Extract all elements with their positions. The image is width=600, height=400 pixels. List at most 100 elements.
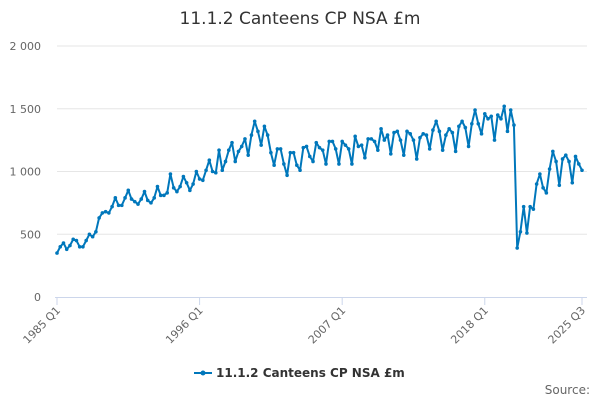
data-point[interactable] bbox=[580, 168, 584, 173]
data-point[interactable] bbox=[473, 108, 477, 112]
data-point[interactable] bbox=[175, 189, 179, 194]
data-point[interactable] bbox=[424, 133, 429, 137]
data-point[interactable] bbox=[505, 129, 510, 134]
data-point[interactable] bbox=[178, 184, 182, 189]
data-point[interactable] bbox=[518, 229, 523, 234]
data-point[interactable] bbox=[499, 116, 503, 121]
data-point[interactable] bbox=[64, 247, 69, 252]
data-point[interactable] bbox=[379, 127, 383, 131]
data-point[interactable] bbox=[74, 238, 79, 243]
data-point[interactable] bbox=[521, 204, 526, 209]
data-point[interactable] bbox=[265, 133, 270, 137]
data-point[interactable] bbox=[61, 241, 66, 245]
data-point[interactable] bbox=[544, 191, 549, 195]
data-point[interactable] bbox=[84, 238, 88, 243]
data-point[interactable] bbox=[123, 196, 127, 200]
data-point[interactable] bbox=[372, 139, 377, 144]
data-point[interactable] bbox=[269, 150, 273, 155]
data-point[interactable] bbox=[486, 116, 490, 121]
data-point[interactable] bbox=[236, 149, 241, 154]
data-point[interactable] bbox=[256, 129, 260, 134]
data-point[interactable] bbox=[531, 207, 536, 211]
data-point[interactable] bbox=[350, 162, 354, 166]
data-point[interactable] bbox=[388, 152, 393, 156]
data-point[interactable] bbox=[295, 163, 299, 168]
data-point[interactable] bbox=[204, 168, 208, 173]
data-point[interactable] bbox=[320, 148, 325, 152]
data-point[interactable] bbox=[230, 140, 234, 145]
data-point[interactable] bbox=[573, 154, 578, 159]
data-point[interactable] bbox=[401, 153, 406, 157]
data-point[interactable] bbox=[184, 180, 189, 185]
data-point[interactable] bbox=[385, 133, 390, 137]
data-point[interactable] bbox=[528, 204, 532, 209]
data-point[interactable] bbox=[226, 148, 231, 152]
data-point[interactable] bbox=[278, 147, 283, 151]
data-point[interactable] bbox=[382, 138, 387, 142]
data-point[interactable] bbox=[476, 122, 481, 126]
data-point[interactable] bbox=[168, 172, 173, 176]
data-point[interactable] bbox=[541, 186, 545, 190]
data-point[interactable] bbox=[570, 180, 575, 185]
data-point[interactable] bbox=[376, 148, 380, 152]
data-point[interactable] bbox=[217, 148, 221, 152]
data-point[interactable] bbox=[453, 149, 458, 154]
data-point[interactable] bbox=[77, 245, 82, 249]
data-point[interactable] bbox=[129, 197, 134, 201]
data-point[interactable] bbox=[68, 243, 72, 248]
data-point[interactable] bbox=[285, 173, 289, 178]
data-point[interactable] bbox=[272, 163, 276, 168]
data-point[interactable] bbox=[311, 159, 315, 164]
data-point[interactable] bbox=[55, 251, 59, 255]
data-point[interactable] bbox=[346, 147, 351, 151]
data-point[interactable] bbox=[460, 119, 464, 124]
data-point[interactable] bbox=[411, 138, 416, 142]
data-point[interactable] bbox=[327, 139, 332, 144]
data-point[interactable] bbox=[223, 159, 228, 164]
data-point[interactable] bbox=[107, 211, 111, 215]
data-point[interactable] bbox=[340, 139, 344, 144]
data-point[interactable] bbox=[307, 154, 312, 159]
data-point[interactable] bbox=[359, 143, 364, 147]
data-point[interactable] bbox=[181, 174, 186, 179]
data-point[interactable] bbox=[457, 124, 461, 129]
data-point[interactable] bbox=[463, 125, 468, 130]
data-point[interactable] bbox=[392, 130, 396, 135]
data-point[interactable] bbox=[171, 186, 176, 190]
data-point[interactable] bbox=[213, 170, 218, 175]
data-point[interactable] bbox=[551, 149, 555, 154]
data-point[interactable] bbox=[525, 231, 529, 235]
data-point[interactable] bbox=[534, 182, 539, 186]
data-point[interactable] bbox=[317, 145, 322, 150]
data-point[interactable] bbox=[466, 144, 471, 149]
data-point[interactable] bbox=[405, 129, 409, 134]
data-point[interactable] bbox=[479, 132, 484, 136]
data-point[interactable] bbox=[304, 144, 309, 149]
data-point[interactable] bbox=[58, 245, 63, 249]
data-point[interactable] bbox=[194, 169, 199, 174]
data-point[interactable] bbox=[427, 147, 432, 151]
data-point[interactable] bbox=[71, 237, 76, 242]
data-point[interactable] bbox=[149, 201, 153, 205]
data-point[interactable] bbox=[162, 193, 166, 198]
data-point[interactable] bbox=[259, 143, 263, 147]
data-point[interactable] bbox=[132, 199, 137, 204]
data-point[interactable] bbox=[495, 113, 500, 117]
data-point[interactable] bbox=[249, 133, 254, 137]
data-point[interactable] bbox=[431, 128, 435, 132]
data-point[interactable] bbox=[136, 202, 140, 206]
data-point[interactable] bbox=[103, 209, 108, 214]
data-point[interactable] bbox=[470, 122, 474, 126]
data-point[interactable] bbox=[447, 127, 451, 131]
data-point[interactable] bbox=[207, 158, 212, 163]
data-point[interactable] bbox=[492, 138, 497, 142]
data-point[interactable] bbox=[197, 177, 202, 181]
data-point[interactable] bbox=[139, 197, 144, 201]
data-point[interactable] bbox=[152, 196, 157, 200]
data-point[interactable] bbox=[155, 184, 160, 189]
data-point[interactable] bbox=[547, 167, 552, 171]
data-point[interactable] bbox=[233, 159, 238, 164]
data-point[interactable] bbox=[252, 119, 257, 124]
data-point[interactable] bbox=[395, 129, 400, 134]
data-point[interactable] bbox=[444, 133, 448, 137]
